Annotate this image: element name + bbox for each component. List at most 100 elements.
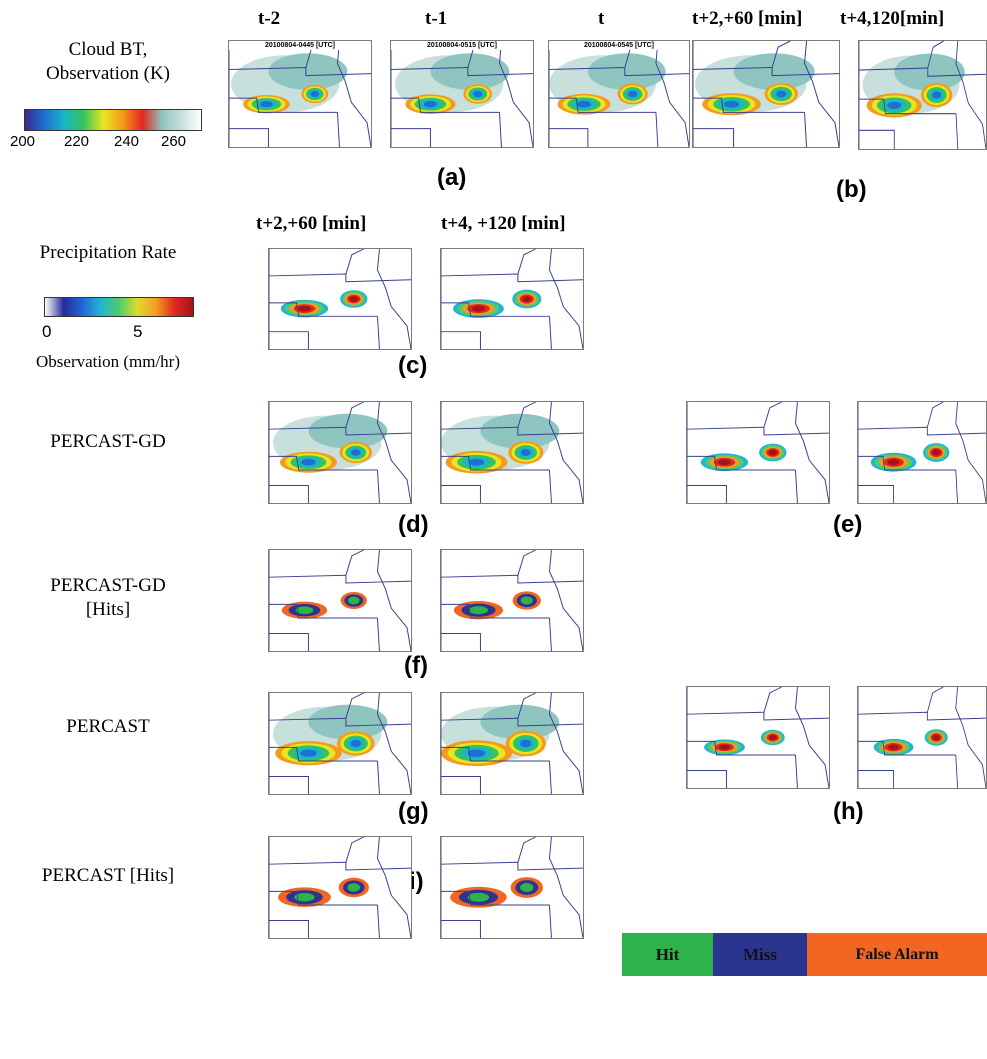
cloud-shield [308, 413, 388, 449]
state-boundary [548, 693, 583, 794]
state-boundary [693, 97, 805, 113]
state-boundary [391, 97, 500, 113]
state-boundary [955, 41, 986, 149]
state-boundary [858, 485, 894, 503]
panel-label-e: (e) [833, 511, 863, 538]
state-boundary [693, 128, 735, 147]
state-boundary [955, 113, 959, 149]
storm-cell [768, 734, 777, 741]
storm-cell [577, 100, 591, 108]
state-boundary [269, 603, 378, 619]
storm-cell [932, 449, 941, 456]
state-boundary [269, 455, 378, 471]
state-boundary [269, 633, 309, 651]
state-boundary [548, 316, 552, 349]
storm-cell [776, 90, 787, 98]
state-boundary [229, 97, 338, 113]
state-boundary [345, 693, 364, 719]
header-t-minus-1: t-1 [425, 8, 448, 29]
row-label-percast-gd: PERCAST-GD [50, 431, 166, 452]
state-boundary [955, 469, 958, 503]
state-boundary [858, 770, 894, 788]
map-panel-percast-bt-60 [268, 692, 412, 795]
storm-cell [471, 305, 486, 312]
state-boundary [336, 41, 371, 147]
storm-cell [724, 100, 740, 108]
storm-cell [468, 458, 485, 466]
map-panel-percast-gd-precip-60 [686, 401, 830, 504]
storm-cell [888, 744, 899, 751]
map-panel-percast-gd-bt-120 [440, 401, 584, 504]
storm-cell [347, 883, 361, 892]
map-drawing [269, 402, 411, 503]
state-boundary [763, 402, 782, 428]
storm-cell [300, 749, 317, 757]
state-boundary [376, 837, 411, 938]
cloud-shield [430, 53, 510, 90]
panel-label-b: (b) [836, 176, 867, 203]
state-boundary [376, 316, 380, 349]
map-drawing [269, 550, 411, 651]
storm-cell [468, 606, 488, 615]
cloud-bt-title-line2: Observation (K) [46, 63, 170, 84]
state-boundary [858, 740, 956, 756]
state-boundary [345, 550, 364, 576]
panel-label-c: (c) [398, 352, 428, 379]
state-boundary [548, 760, 552, 794]
precip-tick: 0 [42, 322, 52, 341]
state-boundary [269, 574, 411, 584]
state-boundary [391, 128, 431, 147]
map-drawing [269, 837, 411, 938]
cloud-shield [480, 413, 560, 449]
map-drawing [441, 550, 583, 651]
map-panel-percast-bt-120 [440, 692, 584, 795]
map-panel-cloud-bt-t: 20100804-0545 [UTC] [548, 40, 690, 148]
state-boundary [517, 402, 536, 428]
map-drawing [441, 837, 583, 938]
storm-cell [520, 883, 534, 892]
storm-cell [522, 295, 532, 303]
storm-cell [350, 739, 362, 748]
state-boundary [376, 469, 380, 503]
map-drawing [269, 249, 411, 349]
state-boundary [687, 485, 727, 503]
map-panel-percast-hits-120 [440, 836, 584, 939]
storm-cell [348, 596, 360, 605]
precip-subtitle: Observation (mm/hr) [36, 352, 180, 371]
state-boundary [687, 711, 829, 721]
map-drawing [858, 402, 986, 503]
state-boundary [269, 273, 411, 283]
cloud-shield [308, 704, 388, 740]
state-boundary [441, 717, 583, 727]
storm-cell [295, 606, 314, 615]
state-boundary [549, 128, 589, 147]
panel-label-g: (g) [398, 798, 429, 825]
map-drawing [269, 693, 411, 794]
row-label-percast-gd-hits-line1: PERCAST-GD [50, 575, 166, 596]
header-t-minus-2: t-2 [258, 8, 281, 29]
map-drawing [693, 41, 839, 147]
state-boundary [517, 837, 536, 863]
state-boundary [269, 776, 309, 794]
legend-hit: Hit [622, 933, 713, 976]
state-boundary [804, 41, 839, 147]
state-boundary [269, 717, 411, 727]
state-boundary [345, 249, 364, 275]
state-boundary [794, 687, 829, 788]
state-boundary [858, 711, 986, 721]
storm-cell [520, 449, 531, 456]
state-boundary [687, 455, 796, 471]
map-drawing [441, 693, 583, 794]
row-label-percast-gd-hits-line2: [Hits] [85, 599, 131, 620]
state-boundary [548, 249, 583, 349]
cloud-shield [268, 53, 348, 90]
map-drawing [229, 41, 371, 147]
state-boundary [859, 129, 895, 149]
state-boundary [498, 112, 502, 147]
state-boundary [955, 687, 986, 788]
state-boundary [441, 861, 583, 871]
state-boundary [441, 455, 550, 471]
map-panel-percast-precip-120 [857, 686, 987, 789]
state-boundary [548, 617, 552, 651]
